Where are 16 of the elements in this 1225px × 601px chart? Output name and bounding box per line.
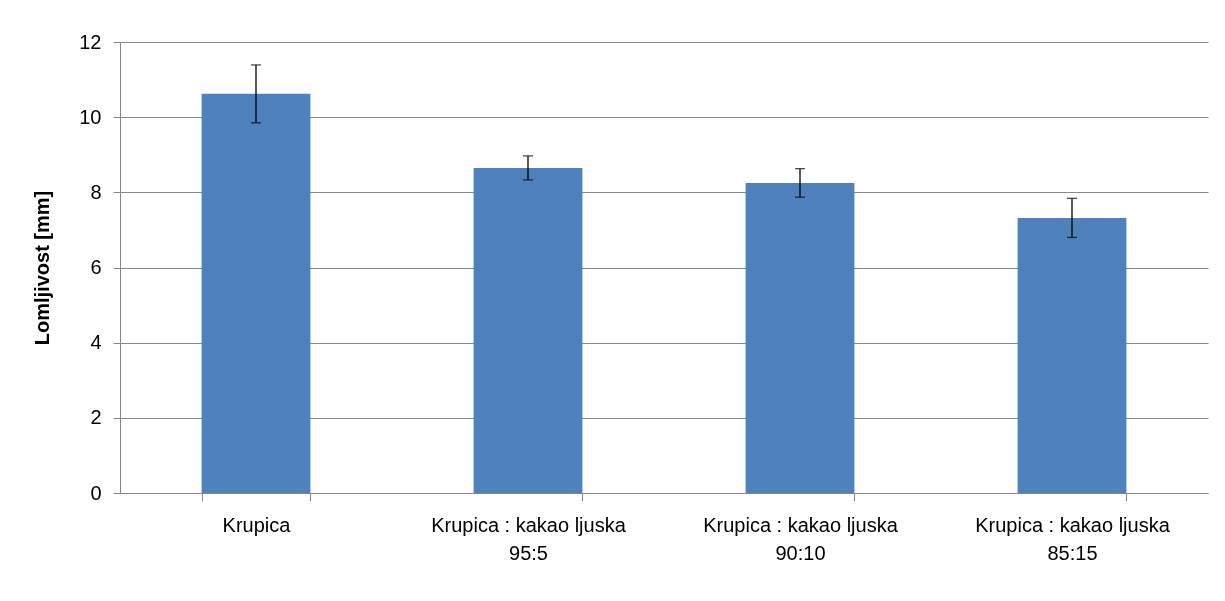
bar [201,93,311,493]
y-tick-label: 2 [90,406,102,429]
y-axis-title: Lomljivost [mm] [31,190,54,346]
bar [473,167,583,493]
y-tick-label: 0 [90,481,102,504]
x-tick-label: Krupica : kakao ljuska 90:10 [703,513,899,564]
y-tick-label: 4 [90,331,102,354]
y-tick-label: 10 [79,105,102,128]
x-tick-label: Krupica : kakao ljuska 95:5 [431,513,627,564]
bar [745,182,855,493]
y-tick-label: 8 [90,180,102,203]
x-tick-label: Krupica : kakao ljuska 85:15 [975,513,1171,564]
y-tick-label: 6 [90,256,102,278]
y-tick-label: 12 [79,30,102,53]
bar [1017,217,1127,493]
x-tick-label: Krupica [222,513,292,536]
